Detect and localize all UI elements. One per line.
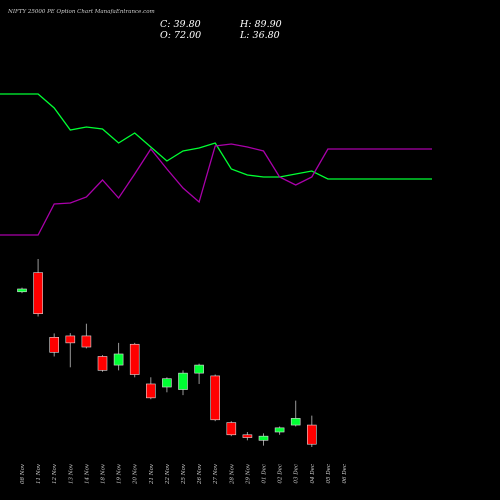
candle-body xyxy=(306,424,317,445)
candle-body xyxy=(17,288,27,293)
candle-body xyxy=(194,364,204,374)
candle-body xyxy=(178,372,188,390)
x-tick-label: 01 Dec xyxy=(262,464,268,484)
x-tick-label: 06 Dec xyxy=(342,464,348,484)
candle-body xyxy=(113,353,124,366)
x-tick-label: 03 Dec xyxy=(294,464,300,484)
candle-body xyxy=(33,272,43,315)
x-tick-label: 29 Nov xyxy=(245,463,251,485)
close-label: C: 39.80 xyxy=(160,19,201,30)
candle-body xyxy=(242,434,253,438)
candle-body xyxy=(210,375,220,421)
candle-body xyxy=(162,378,172,388)
candle-body xyxy=(97,356,108,371)
x-tick-label: 20 Nov xyxy=(133,463,139,485)
candle-body xyxy=(258,435,269,441)
x-axis-labels: 08 Nov 11 Nov 12 Nov 13 Nov 14 Nov 18 Nov 19 N… xyxy=(20,463,348,485)
x-tick-label: 19 Nov xyxy=(117,463,123,484)
x-tick-label: 21 Nov xyxy=(149,463,155,485)
x-tick-label: 04 Dec xyxy=(310,464,316,484)
x-tick-label: 13 Nov xyxy=(68,463,74,484)
x-tick-label: 22 Nov xyxy=(165,463,171,485)
x-tick-label: 14 Nov xyxy=(84,463,90,484)
chart-title: NIFTY 25000 PE Option Chart ManafaEntran… xyxy=(7,9,155,15)
candle-body xyxy=(274,427,285,433)
x-tick-label: 08 Nov xyxy=(20,463,26,484)
indicator-line-1 xyxy=(0,93,432,180)
high-label: H: 89.90 xyxy=(239,19,282,30)
x-tick-label: 05 Dec xyxy=(326,464,332,484)
x-tick-label: 25 Nov xyxy=(181,463,187,485)
x-tick-label: 11 Nov xyxy=(36,463,42,484)
x-tick-label: 02 Dec xyxy=(278,464,284,484)
open-label: O: 72.00 xyxy=(160,30,201,41)
x-tick-label: 26 Nov xyxy=(197,463,203,485)
indicator-lines xyxy=(0,93,432,236)
indicator-line-2 xyxy=(0,143,432,236)
candle-body xyxy=(146,383,156,399)
x-tick-label: 28 Nov xyxy=(229,463,235,485)
candle-body xyxy=(49,337,60,353)
candles xyxy=(17,259,317,447)
low-label: L: 36.80 xyxy=(239,30,280,41)
candle-body xyxy=(129,343,140,375)
x-tick-label: 12 Nov xyxy=(52,463,58,484)
candle-body xyxy=(290,418,301,426)
candle-body xyxy=(226,422,237,436)
x-tick-label: 27 Nov xyxy=(213,463,219,485)
candle-body xyxy=(65,335,76,344)
x-tick-label: 18 Nov xyxy=(101,463,107,484)
candle-body xyxy=(81,335,92,348)
